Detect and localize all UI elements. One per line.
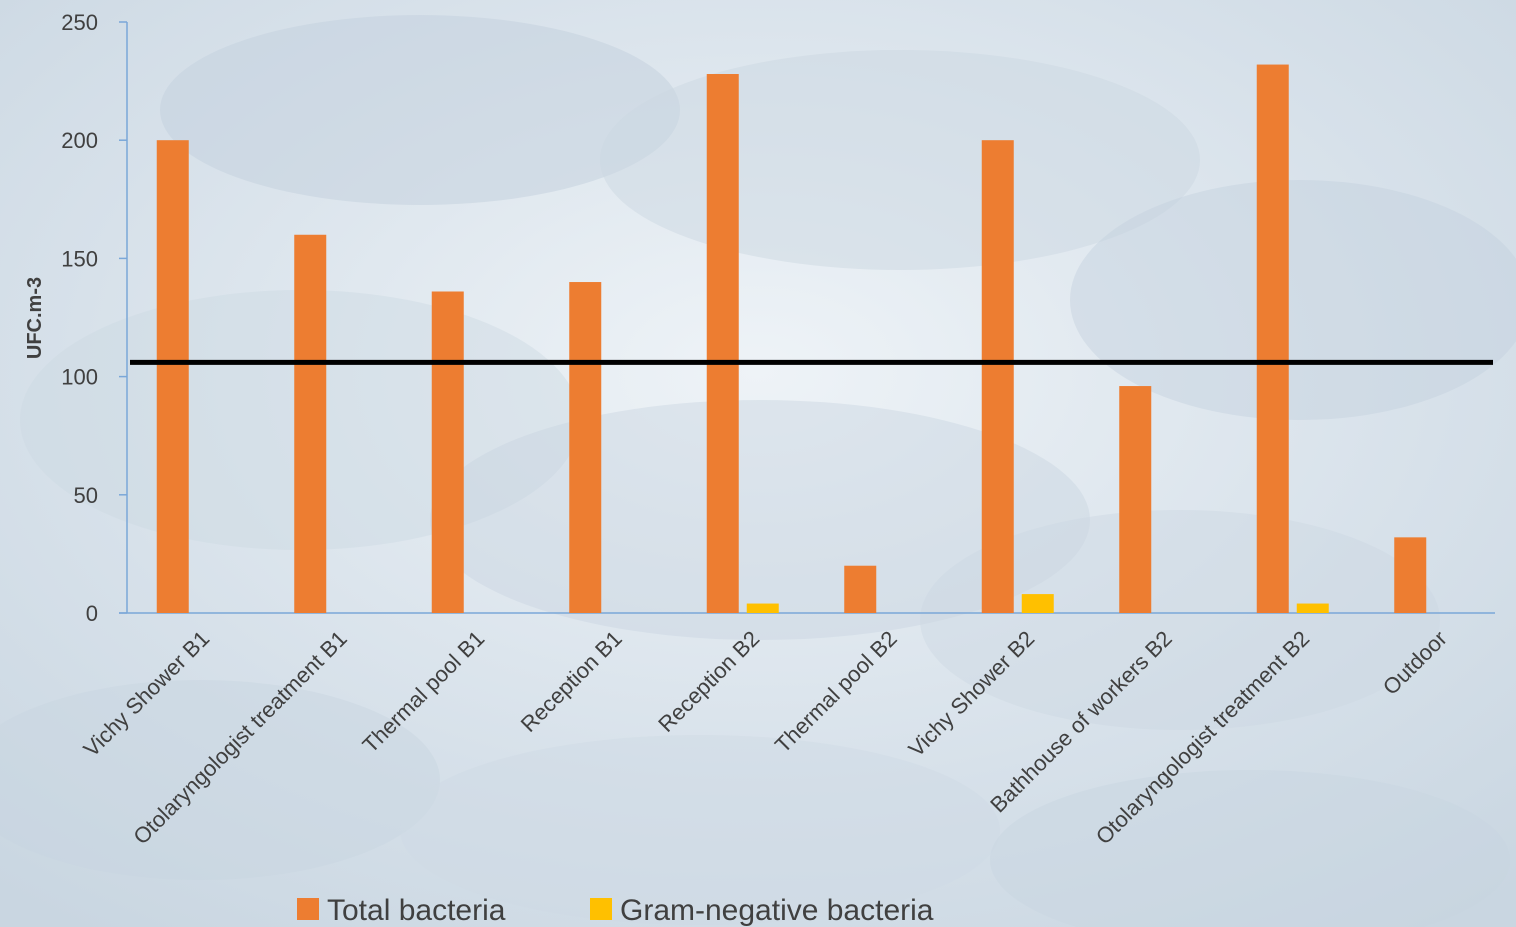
- bar-total-bacteria: [844, 565, 877, 613]
- bar-total-bacteria: [981, 140, 1014, 613]
- legend-label-total-bacteria: Total bacteria: [327, 894, 506, 927]
- y-tick-label: 50: [74, 483, 98, 508]
- bar-total-bacteria: [156, 140, 189, 613]
- y-tick-label: 250: [61, 10, 98, 35]
- legend-swatch-total-bacteria: [297, 898, 319, 920]
- y-tick-label: 0: [86, 601, 98, 626]
- bar-gram-negative-bacteria: [746, 603, 779, 613]
- y-tick-label: 100: [61, 365, 98, 390]
- bar-total-bacteria: [1394, 537, 1427, 613]
- bar-total-bacteria: [294, 234, 327, 613]
- y-tick-label: 200: [61, 128, 98, 153]
- bar-total-bacteria: [569, 282, 602, 613]
- bar-gram-negative-bacteria: [1021, 594, 1054, 613]
- legend-swatch-gram-negative-bacteria: [590, 898, 612, 920]
- bar-gram-negative-bacteria: [1296, 603, 1329, 613]
- bar-total-bacteria: [431, 291, 464, 613]
- bar-total-bacteria: [1119, 386, 1152, 613]
- y-tick-label: 150: [61, 246, 98, 271]
- y-axis-label: UFC.m-3: [24, 277, 46, 359]
- legend-label-gram-negative-bacteria: Gram-negative bacteria: [620, 894, 934, 927]
- bar-total-bacteria: [1256, 64, 1289, 613]
- bar-total-bacteria: [706, 74, 739, 614]
